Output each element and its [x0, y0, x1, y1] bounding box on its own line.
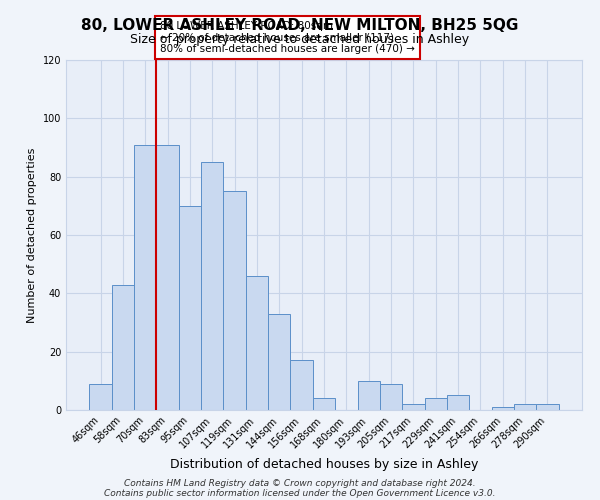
Bar: [290, 360, 313, 410]
Bar: [157, 144, 179, 410]
Bar: [447, 396, 469, 410]
Bar: [134, 144, 157, 410]
Bar: [380, 384, 402, 410]
Text: Size of property relative to detached houses in Ashley: Size of property relative to detached ho…: [130, 32, 470, 46]
Text: 80, LOWER ASHLEY ROAD, NEW MILTON, BH25 5QG: 80, LOWER ASHLEY ROAD, NEW MILTON, BH25 …: [82, 18, 518, 32]
Bar: [223, 192, 246, 410]
Bar: [89, 384, 112, 410]
Bar: [201, 162, 223, 410]
Text: Contains HM Land Registry data © Crown copyright and database right 2024.: Contains HM Land Registry data © Crown c…: [124, 478, 476, 488]
Bar: [402, 404, 425, 410]
Bar: [179, 206, 201, 410]
Bar: [112, 284, 134, 410]
Text: Contains public sector information licensed under the Open Government Licence v3: Contains public sector information licen…: [104, 488, 496, 498]
Bar: [425, 398, 447, 410]
Bar: [514, 404, 536, 410]
Bar: [358, 381, 380, 410]
Y-axis label: Number of detached properties: Number of detached properties: [27, 148, 37, 322]
Text: 80 LOWER ASHLEY ROAD: 80sqm
← 20% of detached houses are smaller (117)
80% of se: 80 LOWER ASHLEY ROAD: 80sqm ← 20% of det…: [160, 21, 415, 54]
Bar: [536, 404, 559, 410]
Bar: [313, 398, 335, 410]
Bar: [491, 407, 514, 410]
Bar: [246, 276, 268, 410]
Bar: [268, 314, 290, 410]
X-axis label: Distribution of detached houses by size in Ashley: Distribution of detached houses by size …: [170, 458, 478, 471]
